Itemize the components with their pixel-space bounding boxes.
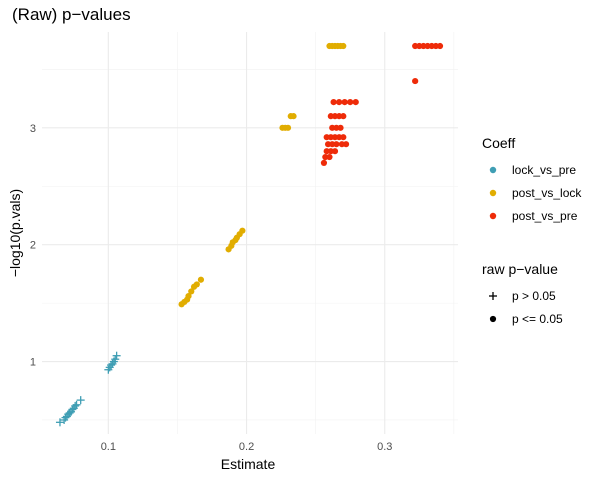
legend-key-circle xyxy=(489,315,497,323)
data-point xyxy=(76,396,85,405)
data-point xyxy=(347,99,354,106)
legend-title-coeff: Coeff xyxy=(482,135,515,151)
data-point xyxy=(342,141,350,148)
y-axis-ticks: 1 2 3 xyxy=(30,123,36,369)
data-point xyxy=(55,418,64,427)
data-point xyxy=(71,401,80,410)
x-axis-ticks: 0.1 0.2 0.3 xyxy=(101,441,393,453)
legend-key-post-vs-lock xyxy=(489,189,497,197)
data-point xyxy=(340,42,347,50)
data-point xyxy=(112,351,121,360)
series-post-vs-pre xyxy=(320,42,444,166)
legend-title-raw-p-value: raw p−value xyxy=(482,261,558,277)
x-axis-label: Estimate xyxy=(221,456,276,472)
data-point xyxy=(197,276,205,283)
x-tick-label: 0.3 xyxy=(377,441,392,453)
data-point xyxy=(111,355,120,364)
legend: Coeff lock_vs_pre post_vs_lock post_vs_prer… xyxy=(482,135,582,326)
data-point xyxy=(333,141,340,148)
legend-key-lock-vs-pre xyxy=(489,166,497,174)
data-point xyxy=(412,77,419,85)
series-post-vs-lock xyxy=(178,42,347,308)
chart-title: (Raw) p−values xyxy=(12,5,131,24)
data-point xyxy=(340,113,347,120)
data-point xyxy=(337,124,344,131)
data-point xyxy=(188,288,195,295)
x-tick-label: 0.2 xyxy=(239,441,254,453)
data-point xyxy=(341,99,348,106)
data-point xyxy=(290,113,297,120)
legend-label-plus: p > 0.05 xyxy=(512,289,556,303)
data-point xyxy=(320,159,328,166)
legend-key-post-vs-pre xyxy=(489,212,497,220)
data-point xyxy=(284,124,292,131)
data-point xyxy=(436,42,444,50)
data-point xyxy=(72,400,81,409)
data-point xyxy=(193,281,200,288)
plot-grid xyxy=(42,32,458,434)
x-tick-label: 0.1 xyxy=(101,441,116,453)
legend-key-plus xyxy=(489,292,497,300)
legend-label-post-vs-lock: post_vs_lock xyxy=(512,186,582,200)
data-point xyxy=(352,99,359,106)
data-point xyxy=(340,134,347,141)
series-lock-vs-pre xyxy=(55,351,121,427)
y-tick-label: 2 xyxy=(30,240,36,252)
data-point xyxy=(336,99,343,106)
data-point xyxy=(330,99,337,106)
legend-label-lock-vs-pre: lock_vs_pre xyxy=(512,163,576,177)
data-points xyxy=(55,42,444,427)
y-tick-label: 3 xyxy=(30,123,36,135)
y-tick-label: 1 xyxy=(30,357,36,369)
data-point xyxy=(185,293,192,300)
data-point xyxy=(326,153,333,161)
y-axis-label: −log10(p.vals) xyxy=(7,189,23,277)
legend-label-post-vs-pre: post_vs_pre xyxy=(512,209,578,223)
data-point xyxy=(331,148,339,155)
data-point xyxy=(239,227,246,234)
legend-label-circle: p <= 0.05 xyxy=(512,312,563,326)
